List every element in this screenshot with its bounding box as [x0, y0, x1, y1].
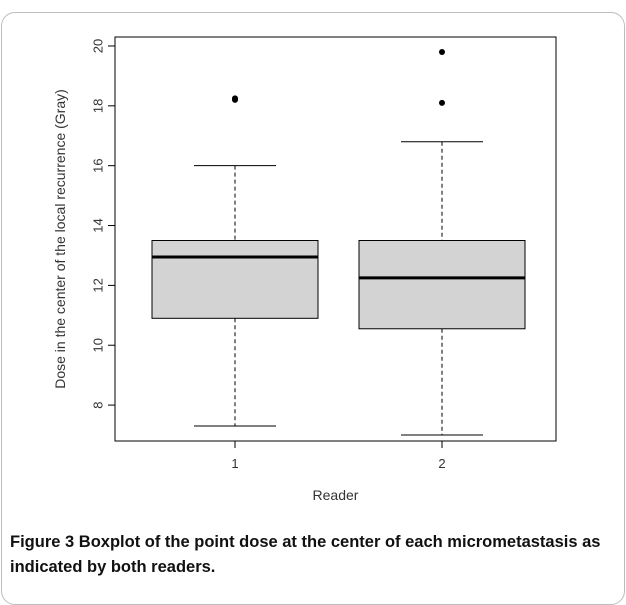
- y-tick-label: 20: [91, 39, 106, 53]
- y-tick-label: 10: [91, 338, 106, 352]
- outlier-point: [232, 95, 238, 102]
- outlier-point: [439, 99, 445, 106]
- y-tick-label: 14: [91, 218, 106, 232]
- x-axis-title: Reader: [313, 487, 359, 503]
- y-tick-label: 18: [91, 99, 106, 113]
- x-tick-label: 1: [231, 456, 238, 471]
- plot-area: [114, 36, 557, 442]
- figure-caption: Figure 3 Boxplot of the point dose at th…: [10, 530, 610, 580]
- y-tick-label: 12: [91, 278, 106, 292]
- x-tick-label: 2: [438, 456, 445, 471]
- box-iqr: [151, 239, 319, 319]
- y-axis-title: Dose in the center of the local recurren…: [52, 89, 68, 389]
- outlier-point: [439, 48, 445, 55]
- y-tick-label: 16: [91, 158, 106, 172]
- y-tick-label: 8: [91, 401, 106, 408]
- box-iqr: [358, 239, 526, 330]
- caption-text: Boxplot of the point dose at the center …: [10, 533, 601, 576]
- caption-label: Figure 3: [10, 533, 75, 551]
